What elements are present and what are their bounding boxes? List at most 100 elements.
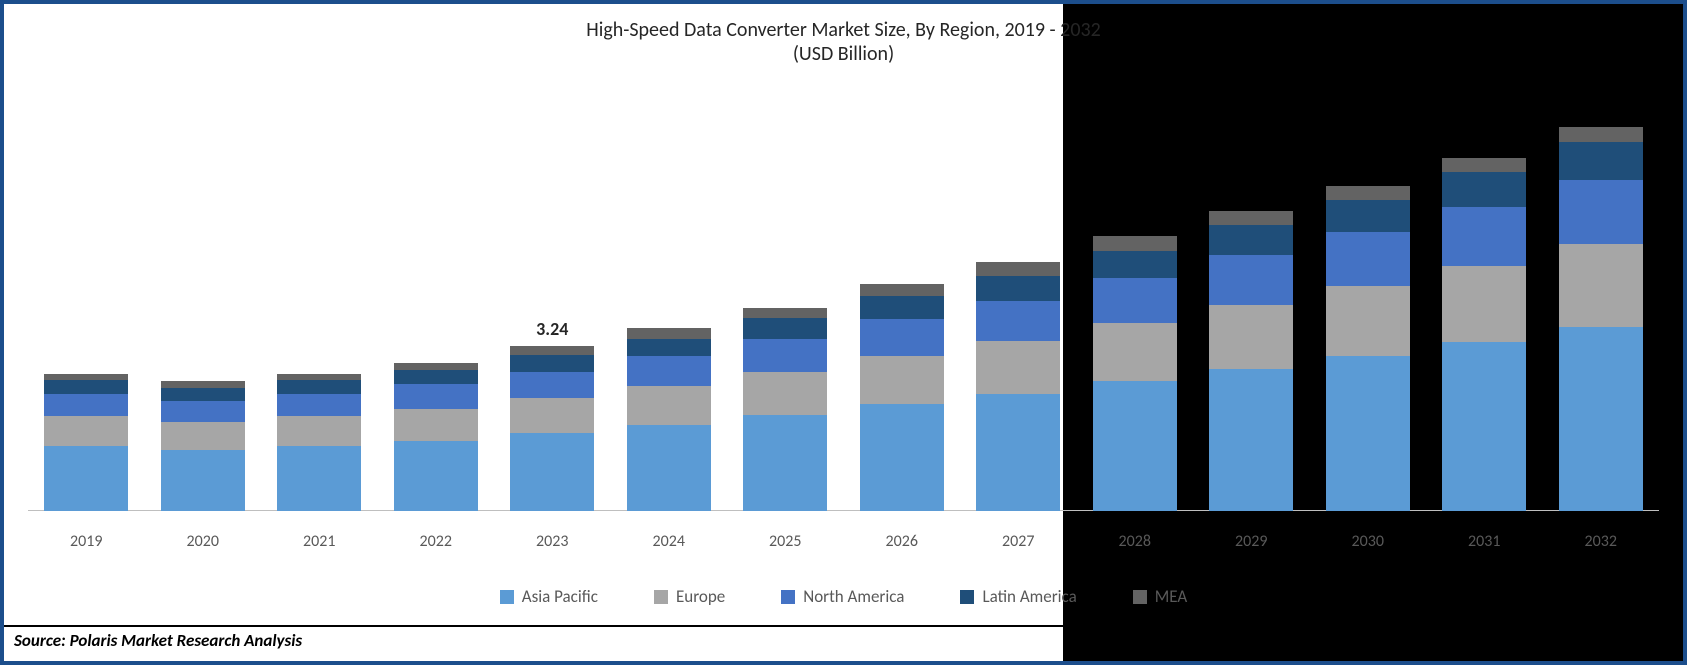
bar-segment <box>1093 236 1177 250</box>
stacked-bar: 3.24 <box>510 346 594 511</box>
chart-frame: High-Speed Data Converter Market Size, B… <box>0 0 1687 665</box>
bar-segment <box>44 380 128 394</box>
legend-label: Asia Pacific <box>522 586 598 607</box>
x-axis-label: 2029 <box>1193 532 1310 551</box>
stacked-bar <box>1559 127 1643 511</box>
bar-segment <box>743 318 827 338</box>
x-axis-label: 2023 <box>494 532 611 551</box>
bar-slot <box>1426 94 1543 511</box>
bar-segment <box>743 308 827 319</box>
x-axis-labels: 2019202020212022202320242025202620272028… <box>28 532 1659 551</box>
bar-segment <box>1326 286 1410 356</box>
bar-segment <box>976 394 1060 511</box>
bar-segment <box>627 328 711 339</box>
x-axis-label: 2026 <box>844 532 961 551</box>
bar-segment <box>743 372 827 415</box>
legend-item: North America <box>781 586 904 607</box>
bar-segment <box>860 356 944 404</box>
bar-segment <box>1559 244 1643 327</box>
chart-title: High-Speed Data Converter Market Size, B… <box>4 18 1683 66</box>
bar-segment <box>1209 255 1293 304</box>
legend-swatch <box>654 590 668 604</box>
x-axis-label: 2031 <box>1426 532 1543 551</box>
bar-segment <box>1559 142 1643 181</box>
bar-segment <box>1093 323 1177 381</box>
legend-item: MEA <box>1133 586 1188 607</box>
legend-item: Asia Pacific <box>500 586 598 607</box>
stacked-bar <box>743 308 827 511</box>
bar-segment <box>161 401 245 422</box>
bar-segment <box>1326 356 1410 511</box>
source-divider <box>4 625 1683 627</box>
bar-slot <box>960 94 1077 511</box>
bar-segment <box>510 346 594 355</box>
stacked-bar <box>277 374 361 511</box>
x-axis-label: 2030 <box>1310 532 1427 551</box>
stacked-bar <box>1326 186 1410 511</box>
x-axis-label: 2027 <box>960 532 1077 551</box>
bar-segment <box>277 374 361 381</box>
bar-segment <box>161 450 245 511</box>
bar-segment <box>743 339 827 373</box>
bar-slot <box>1077 94 1194 511</box>
bars-container: 3.24 <box>28 94 1659 511</box>
bar-segment <box>976 262 1060 276</box>
legend-label: North America <box>803 586 904 607</box>
legend-label: Europe <box>676 586 725 607</box>
bar-segment <box>1442 172 1526 208</box>
legend-item: Europe <box>654 586 725 607</box>
bar-slot <box>28 94 145 511</box>
bar-slot <box>261 94 378 511</box>
bar-segment <box>394 441 478 511</box>
legend-label: Latin America <box>982 586 1076 607</box>
bar-segment <box>394 384 478 408</box>
legend-swatch <box>500 590 514 604</box>
stacked-bar <box>161 381 245 511</box>
bar-segment <box>976 276 1060 301</box>
bar-segment <box>277 416 361 445</box>
plot-area: 3.24 <box>28 94 1659 511</box>
legend-swatch <box>1133 590 1147 604</box>
bar-segment <box>277 394 361 416</box>
bar-segment <box>394 409 478 441</box>
bar-segment <box>394 363 478 370</box>
stacked-bar <box>860 284 944 511</box>
bar-segment <box>161 381 245 388</box>
bar-segment <box>1326 232 1410 286</box>
x-axis-label: 2032 <box>1543 532 1660 551</box>
bar-value-label: 3.24 <box>510 318 594 340</box>
bar-slot <box>844 94 961 511</box>
x-axis-label: 2024 <box>611 532 728 551</box>
bar-slot <box>611 94 728 511</box>
bar-slot: 3.24 <box>494 94 611 511</box>
bar-segment <box>44 416 128 445</box>
legend: Asia Pacific Europe North America Latin Ame… <box>4 586 1683 607</box>
bar-segment <box>1209 225 1293 255</box>
bar-segment <box>1442 158 1526 172</box>
x-axis-label: 2022 <box>378 532 495 551</box>
bar-segment <box>510 398 594 433</box>
bar-segment <box>1093 381 1177 511</box>
bar-slot <box>145 94 262 511</box>
title-line-2: (USD Billion) <box>4 42 1683 66</box>
bar-segment <box>277 446 361 511</box>
bar-slot <box>378 94 495 511</box>
x-axis-label: 2019 <box>28 532 145 551</box>
bar-segment <box>161 422 245 450</box>
bar-segment <box>1209 369 1293 511</box>
bar-segment <box>627 339 711 357</box>
x-axis-label: 2020 <box>145 532 262 551</box>
bar-segment <box>1559 327 1643 511</box>
bar-segment <box>860 404 944 511</box>
bar-segment <box>1442 266 1526 342</box>
bar-segment <box>1442 207 1526 265</box>
legend-item: Latin America <box>960 586 1076 607</box>
bar-segment <box>44 374 128 381</box>
bar-slot <box>727 94 844 511</box>
bar-segment <box>860 284 944 296</box>
title-line-1: High-Speed Data Converter Market Size, B… <box>4 18 1683 42</box>
bar-segment <box>1559 180 1643 244</box>
bar-segment <box>1442 342 1526 511</box>
bar-slot <box>1193 94 1310 511</box>
bar-segment <box>627 425 711 511</box>
